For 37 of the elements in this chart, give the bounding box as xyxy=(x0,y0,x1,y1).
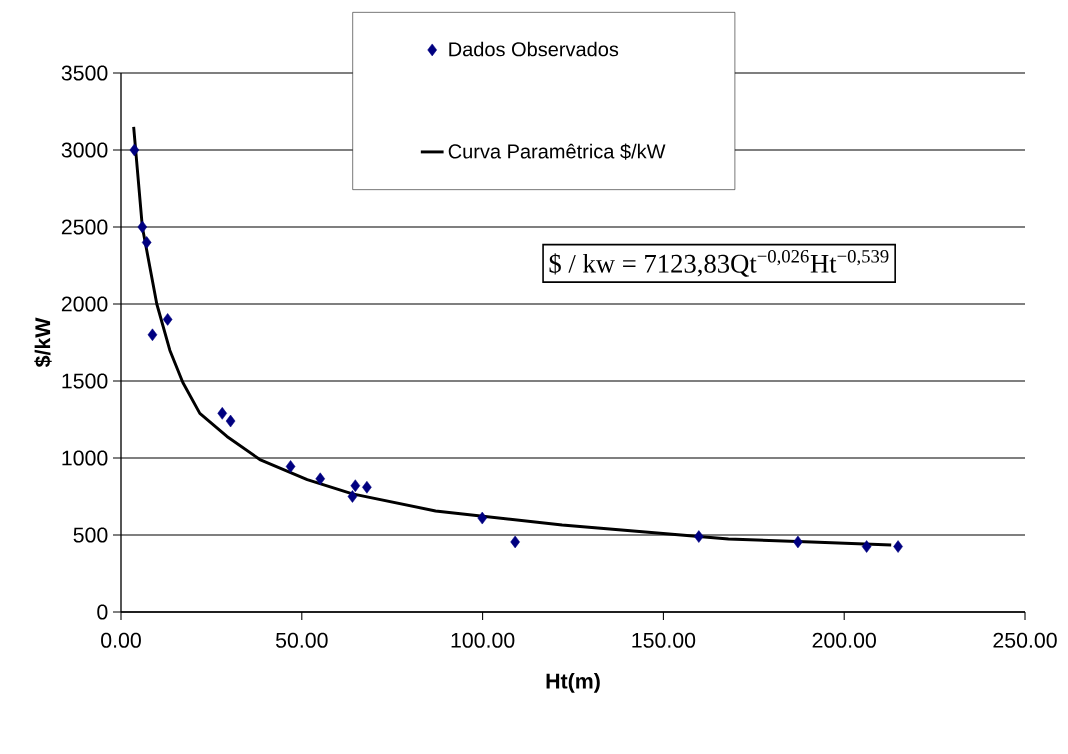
point xyxy=(137,220,148,234)
x-tick-label: 0.00 xyxy=(101,632,141,648)
point xyxy=(147,328,158,342)
y-tick-label: 3500 xyxy=(61,65,108,81)
point xyxy=(893,540,903,553)
point xyxy=(129,143,140,157)
point xyxy=(510,535,520,549)
point xyxy=(141,236,152,249)
x-tick-label: 250.00 xyxy=(993,632,1057,648)
y-tick-label: 1500 xyxy=(62,373,108,389)
point xyxy=(162,313,173,326)
point xyxy=(217,407,228,420)
point xyxy=(694,530,704,543)
point xyxy=(315,472,326,486)
legend-label: Dados Observados xyxy=(449,41,619,57)
x-tick-label: 200.00 xyxy=(812,632,876,648)
point xyxy=(285,460,296,473)
y-tick-label: 2000 xyxy=(61,296,108,312)
point xyxy=(362,480,372,494)
point xyxy=(350,479,361,492)
y-tick-label: 0 xyxy=(97,604,108,620)
y-axis-title: $/kW xyxy=(34,317,52,368)
point xyxy=(477,511,488,525)
x-tick-label: 150.00 xyxy=(632,632,696,648)
y-tick-label: 3000 xyxy=(61,142,108,158)
point xyxy=(347,490,358,503)
y-tick-label: 500 xyxy=(73,527,108,543)
x-tick-label: 100.00 xyxy=(451,632,515,648)
y-tick-label: 2500 xyxy=(61,219,108,235)
y-tick-label: 1000 xyxy=(62,450,108,466)
x-tick-label: 50.00 xyxy=(275,632,328,648)
annotation: $ / kw = 7123,83Qt$^{−0,026}$Ht$^{−0,539}$ xyxy=(549,249,889,277)
point xyxy=(861,540,872,553)
x-axis-title: Ht(m) xyxy=(546,672,600,693)
point xyxy=(793,535,803,549)
point xyxy=(225,414,236,428)
legend-label: Curva Paramêtrica $/kW xyxy=(448,143,666,160)
